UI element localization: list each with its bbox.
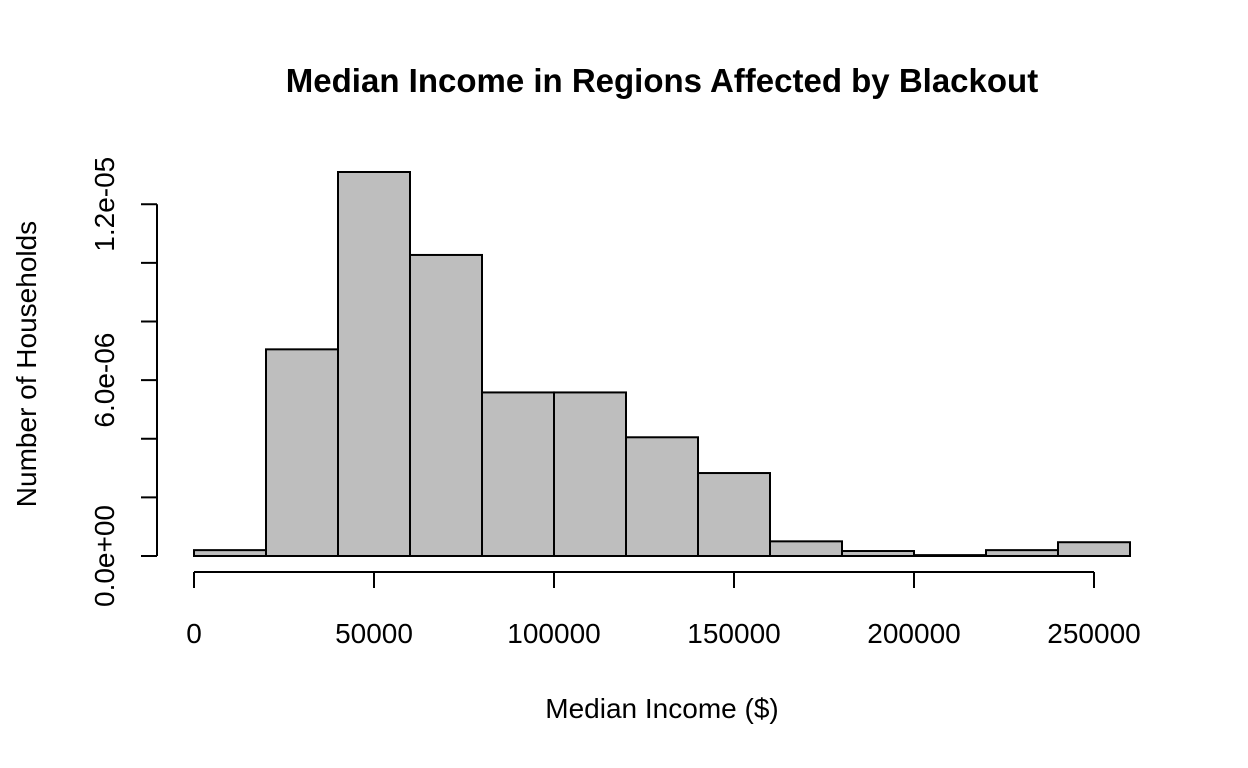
histogram-bar xyxy=(481,391,555,557)
x-tick-label: 0 xyxy=(186,618,202,649)
y-axis: 0.0e+00 6.0e-06 1.2e-05 xyxy=(89,157,158,607)
x-tick-label: 200000 xyxy=(867,618,960,649)
x-tick-label: 250000 xyxy=(1047,618,1140,649)
chart-title: Median Income in Regions Affected by Bla… xyxy=(286,62,1038,99)
y-tick-label: 0.0e+00 xyxy=(89,505,120,607)
histogram-bar xyxy=(265,348,339,557)
x-tick-label: 150000 xyxy=(687,618,780,649)
histogram-bar xyxy=(697,472,771,558)
x-axis: 0 50000 100000 150000 200000 250000 xyxy=(186,571,1141,649)
histogram-bar xyxy=(841,550,915,557)
x-axis-label: Median Income ($) xyxy=(545,693,778,724)
histogram-bar xyxy=(553,391,627,557)
histogram-bar xyxy=(409,253,483,557)
histogram-bar xyxy=(337,171,411,557)
bars-group xyxy=(193,171,1131,558)
histogram-bar xyxy=(193,549,267,557)
x-tick-label: 50000 xyxy=(335,618,413,649)
y-axis-label: Number of Households xyxy=(11,221,42,507)
histogram-bar xyxy=(913,554,987,557)
histogram-bar xyxy=(1057,541,1131,557)
histogram-bar xyxy=(985,549,1059,557)
histogram-bar xyxy=(769,540,843,557)
histogram-bar xyxy=(625,436,699,557)
x-tick-label: 100000 xyxy=(507,618,600,649)
y-tick-label: 6.0e-06 xyxy=(89,333,120,428)
y-tick-label: 1.2e-05 xyxy=(89,157,120,252)
